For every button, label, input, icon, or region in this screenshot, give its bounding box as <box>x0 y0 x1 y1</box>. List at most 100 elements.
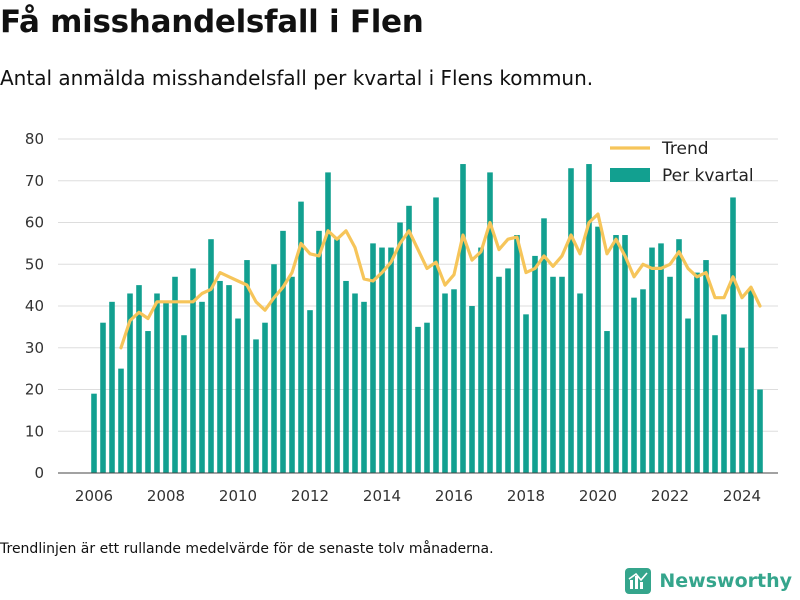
bar <box>100 322 106 473</box>
bar <box>397 222 403 473</box>
bar <box>622 235 628 473</box>
bar <box>235 318 241 473</box>
bar <box>559 276 565 473</box>
y-tick-label: 0 <box>34 464 44 482</box>
bar <box>91 393 97 473</box>
bar <box>586 164 592 474</box>
bar <box>550 276 556 473</box>
x-tick-label: 2010 <box>219 487 257 505</box>
bar <box>487 172 493 473</box>
bar <box>406 205 412 474</box>
bar <box>514 235 520 473</box>
brand-logo[interactable]: Newsworthy <box>625 568 792 594</box>
bar <box>217 280 223 473</box>
y-tick-label: 80 <box>25 130 44 148</box>
x-tick-label: 2024 <box>723 487 761 505</box>
bar <box>568 168 574 473</box>
legend-bar-swatch <box>610 168 650 182</box>
bar <box>676 239 682 473</box>
bar <box>154 293 160 473</box>
bar <box>667 276 673 473</box>
bar <box>172 276 178 473</box>
bar <box>478 247 484 473</box>
y-tick-label: 10 <box>25 422 44 440</box>
bar <box>433 197 439 473</box>
x-tick-label: 2006 <box>75 487 113 505</box>
legend-trend-label: Trend <box>661 139 709 159</box>
bar <box>469 306 475 473</box>
bar <box>262 322 268 473</box>
bar <box>136 285 142 473</box>
bar <box>730 197 736 473</box>
bar <box>208 239 214 473</box>
chart-title: Få misshandelsfall i Flen <box>0 4 424 40</box>
bar <box>712 335 718 473</box>
bar <box>541 218 547 473</box>
bar <box>370 243 376 473</box>
bar <box>613 235 619 473</box>
bar <box>343 280 349 473</box>
bar <box>505 268 511 473</box>
bar <box>289 276 295 473</box>
bar <box>118 368 124 473</box>
y-tick-label: 70 <box>25 172 44 190</box>
bar <box>442 293 448 473</box>
brand-name: Newsworthy <box>659 570 792 592</box>
bar <box>523 314 529 473</box>
y-tick-label: 40 <box>25 297 44 315</box>
x-tick-label: 2012 <box>291 487 329 505</box>
bar <box>361 301 367 473</box>
x-tick-label: 2018 <box>507 487 545 505</box>
bar <box>415 326 421 473</box>
bar <box>109 301 115 473</box>
bar <box>307 310 313 473</box>
bar <box>460 164 466 474</box>
bar <box>163 301 169 473</box>
chart: 0 10 20 30 40 50 60 70 80 2006 2008 2010 2012 2014 201… <box>25 130 778 505</box>
bar <box>595 226 601 473</box>
bar <box>244 260 250 473</box>
newsworthy-logo-icon <box>625 568 652 594</box>
bar <box>577 293 583 473</box>
bar <box>649 247 655 473</box>
bar <box>316 230 322 473</box>
x-tick-label: 2008 <box>147 487 185 505</box>
bar <box>604 331 610 473</box>
legend-bar-label: Per kvartal <box>662 166 754 186</box>
bar <box>253 339 259 473</box>
bar <box>190 268 196 473</box>
bar <box>181 335 187 473</box>
bar <box>325 172 331 473</box>
trend-line <box>119 212 762 350</box>
bar <box>685 318 691 473</box>
bar <box>658 243 664 473</box>
bar <box>532 255 538 473</box>
x-tick-label: 2016 <box>435 487 473 505</box>
footnote: Trendlinjen är ett rullande medelvärde f… <box>0 541 494 557</box>
bar <box>379 247 385 473</box>
y-tick-label: 50 <box>25 255 44 273</box>
bar <box>496 276 502 473</box>
y-tick-label: 20 <box>25 381 44 399</box>
y-tick-label: 30 <box>25 339 44 357</box>
bar <box>352 293 358 473</box>
bar <box>694 272 700 473</box>
x-tick-label: 2014 <box>363 487 401 505</box>
y-tick-label: 60 <box>25 214 44 232</box>
bar <box>226 285 232 473</box>
bar <box>271 264 277 473</box>
bar <box>199 301 205 473</box>
bar <box>757 389 763 473</box>
x-tick-label: 2022 <box>651 487 689 505</box>
bar <box>298 201 304 473</box>
bar <box>640 289 646 473</box>
bar <box>631 297 637 473</box>
x-tick-label: 2020 <box>579 487 617 505</box>
bar <box>748 289 754 473</box>
bar <box>424 322 430 473</box>
bar <box>334 239 340 473</box>
bar <box>388 247 394 473</box>
chart-subtitle: Antal anmälda misshandelsfall per kvarta… <box>0 66 594 90</box>
bar <box>703 260 709 473</box>
bar <box>280 230 286 473</box>
